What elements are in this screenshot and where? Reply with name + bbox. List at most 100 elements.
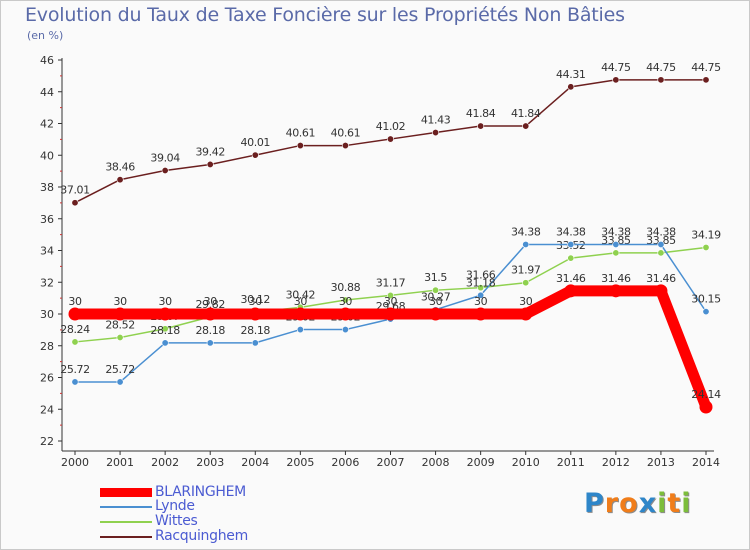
y-tick-label: 34 <box>40 245 54 258</box>
data-label-wittes: 31.17 <box>376 276 406 289</box>
data-label-racquinghem: 41.84 <box>466 107 496 120</box>
data-label-wittes: 34.19 <box>691 228 721 241</box>
data-label-racquinghem: 44.75 <box>601 61 631 74</box>
data-point-racquinghem <box>657 76 665 84</box>
x-tick-label: 2001 <box>106 456 134 469</box>
x-tick-label: 2009 <box>467 456 495 469</box>
logo-letter: P <box>584 488 605 519</box>
data-label-racquinghem: 38.46 <box>105 161 135 174</box>
data-point-racquinghem <box>432 129 440 137</box>
data-label-blaringhem: 30 <box>519 295 533 308</box>
y-tick-label: 30 <box>40 308 54 321</box>
data-point-blaringhem <box>429 307 443 321</box>
legend-label-lynde: Lynde <box>155 498 195 514</box>
y-tick-label: 28 <box>40 340 54 353</box>
x-tick-label: 2008 <box>422 456 450 469</box>
data-point-wittes <box>477 284 485 292</box>
data-point-wittes <box>71 338 79 346</box>
data-point-lynde <box>612 240 620 248</box>
data-point-lynde <box>206 339 214 347</box>
y-tick-label: 44 <box>40 86 54 99</box>
data-label-lynde: 34.38 <box>511 225 541 238</box>
data-point-racquinghem <box>341 142 349 150</box>
data-point-racquinghem <box>567 83 575 91</box>
x-tick-label: 2003 <box>196 456 224 469</box>
data-point-lynde <box>477 291 485 299</box>
data-label-racquinghem: 41.84 <box>511 107 541 120</box>
data-point-wittes <box>116 333 124 341</box>
y-tick-label: 26 <box>40 372 54 385</box>
data-label-lynde: 34.38 <box>646 225 676 238</box>
proxiti-logo: Proxiti <box>584 488 692 519</box>
data-label-racquinghem: 44.75 <box>646 61 676 74</box>
data-label-lynde: 34.38 <box>556 225 586 238</box>
data-point-wittes <box>341 296 349 304</box>
data-label-blaringhem: 30 <box>159 295 173 308</box>
legend-label-blaringhem: BLARINGHEM <box>155 484 246 500</box>
data-point-racquinghem <box>702 76 710 84</box>
data-point-blaringhem <box>338 307 352 321</box>
data-label-blaringhem: 30 <box>68 295 82 308</box>
data-label-blaringhem: 30 <box>113 295 127 308</box>
data-label-blaringhem: 30 <box>474 295 488 308</box>
x-tick-label: 2005 <box>286 456 314 469</box>
data-label-wittes: 30.88 <box>331 281 361 294</box>
data-point-lynde <box>116 378 124 386</box>
data-point-lynde <box>702 308 710 316</box>
data-point-blaringhem <box>203 307 217 321</box>
data-point-lynde <box>657 240 665 248</box>
data-label-wittes: 31.97 <box>511 264 541 277</box>
data-point-lynde <box>567 240 575 248</box>
data-label-blaringhem: 31.46 <box>646 272 676 285</box>
data-label-lynde: 28.18 <box>150 324 180 337</box>
data-point-racquinghem <box>206 160 214 168</box>
data-point-lynde <box>296 326 304 334</box>
data-point-blaringhem <box>384 307 397 321</box>
data-label-blaringhem: 30 <box>384 295 398 308</box>
data-label-lynde: 30.27 <box>421 291 451 304</box>
data-label-wittes: 33.85 <box>646 234 676 247</box>
data-label-lynde: 28.18 <box>241 324 271 337</box>
data-point-blaringhem <box>248 307 262 321</box>
y-tick-label: 22 <box>40 435 54 448</box>
data-label-blaringhem: 31.46 <box>556 272 586 285</box>
data-point-blaringhem <box>158 307 172 321</box>
y-tick-label: 42 <box>40 118 54 131</box>
data-label-blaringhem: 30 <box>339 295 353 308</box>
legend-swatch-blaringhem <box>100 488 152 497</box>
unit-label: (en %) <box>27 29 64 42</box>
legend-swatch-racquinghem <box>100 536 152 538</box>
data-label-wittes: 30.42 <box>286 288 316 301</box>
data-label-blaringhem: 30 <box>429 295 443 308</box>
data-point-racquinghem <box>386 135 394 143</box>
legend-swatch-wittes <box>100 521 152 523</box>
y-tick-label: 36 <box>40 213 54 226</box>
data-label-lynde: 31.18 <box>466 276 496 289</box>
data-label-wittes: 29.82 <box>195 298 225 311</box>
data-point-blaringhem <box>654 284 668 298</box>
data-label-wittes: 31.66 <box>466 269 496 282</box>
data-point-racquinghem <box>116 176 124 184</box>
data-point-wittes <box>161 325 169 333</box>
legend-item-wittes: Wittes <box>100 513 360 529</box>
x-tick-label: 2011 <box>557 456 585 469</box>
x-tick-label: 2004 <box>241 456 269 469</box>
data-point-wittes <box>432 286 440 294</box>
data-label-wittes: 30.12 <box>241 293 271 306</box>
data-label-lynde: 25.72 <box>60 363 90 376</box>
data-point-blaringhem <box>609 284 623 298</box>
x-tick-label: 2006 <box>331 456 359 469</box>
data-label-racquinghem: 39.04 <box>150 151 180 164</box>
data-label-racquinghem: 40.01 <box>241 136 271 149</box>
legend-item-racquinghem: Racquinghem <box>100 528 360 544</box>
legend-label-wittes: Wittes <box>155 513 198 529</box>
data-label-lynde: 28.18 <box>195 324 225 337</box>
y-tick-label: 38 <box>40 181 54 194</box>
x-tick-label: 2007 <box>377 456 405 469</box>
data-label-racquinghem: 44.75 <box>691 61 721 74</box>
data-point-wittes <box>702 243 710 251</box>
data-label-blaringhem: 24.14 <box>691 388 721 401</box>
data-label-blaringhem: 30 <box>204 295 218 308</box>
data-label-blaringhem: 30 <box>294 295 308 308</box>
